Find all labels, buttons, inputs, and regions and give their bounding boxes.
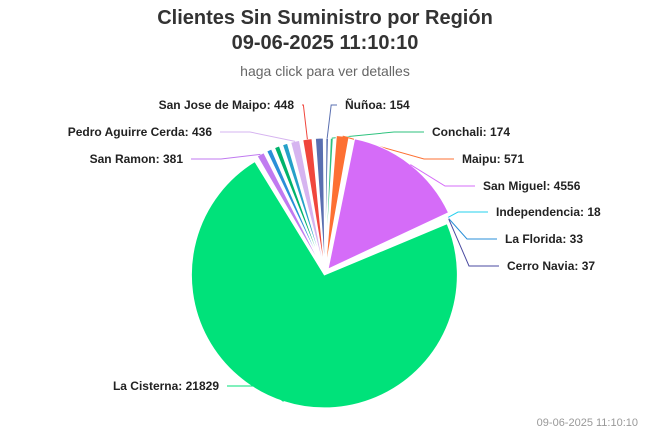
connector-line	[326, 104, 337, 139]
data-label: La Cisterna: 21829	[113, 379, 219, 393]
pie-slice-san-jose-de-maipo[interactable]	[302, 138, 326, 272]
connector-line	[331, 131, 424, 139]
chart-title: Clientes Sin Suministro por Región 09-06…	[157, 7, 493, 54]
data-label: San Miguel: 4556	[483, 179, 581, 193]
pie-slice-otra-1[interactable]	[266, 148, 325, 272]
pie-slice-otra-4[interactable]	[314, 137, 326, 272]
data-label: Cerro Navia: 37	[507, 259, 595, 273]
connector-line	[447, 217, 497, 240]
data-label: San Jose de Maipo: 448	[159, 98, 295, 112]
connector-line	[447, 211, 488, 218]
pie-slice-ñuñoa[interactable]	[324, 137, 329, 272]
connector-line	[220, 131, 296, 142]
data-label: Pedro Aguirre Cerda: 436	[68, 125, 213, 139]
data-label: Ñuñoa: 154	[345, 97, 410, 112]
data-label: Independencia: 18	[496, 205, 601, 219]
connector-line	[302, 104, 308, 140]
connector-line	[410, 164, 475, 187]
connector-line	[448, 218, 499, 267]
data-label: La Florida: 33	[505, 232, 583, 246]
pie-slice-pedro-aguirre-cerda[interactable]	[290, 139, 326, 272]
data-label: Maipu: 571	[462, 152, 524, 166]
chart-timestamp: 09-06-2025 11:10:10	[536, 417, 638, 429]
pie-slice-san-miguel[interactable]	[327, 138, 450, 270]
pie-slice-otra-2[interactable]	[273, 145, 325, 272]
data-label: San Ramon: 381	[90, 152, 184, 166]
connector-line	[191, 153, 261, 160]
chart-subtitle: haga click para ver detalles	[240, 63, 410, 79]
pie-slice-otra-3[interactable]	[281, 142, 325, 272]
data-label: Conchali: 174	[432, 125, 510, 139]
connector-line	[227, 385, 284, 402]
